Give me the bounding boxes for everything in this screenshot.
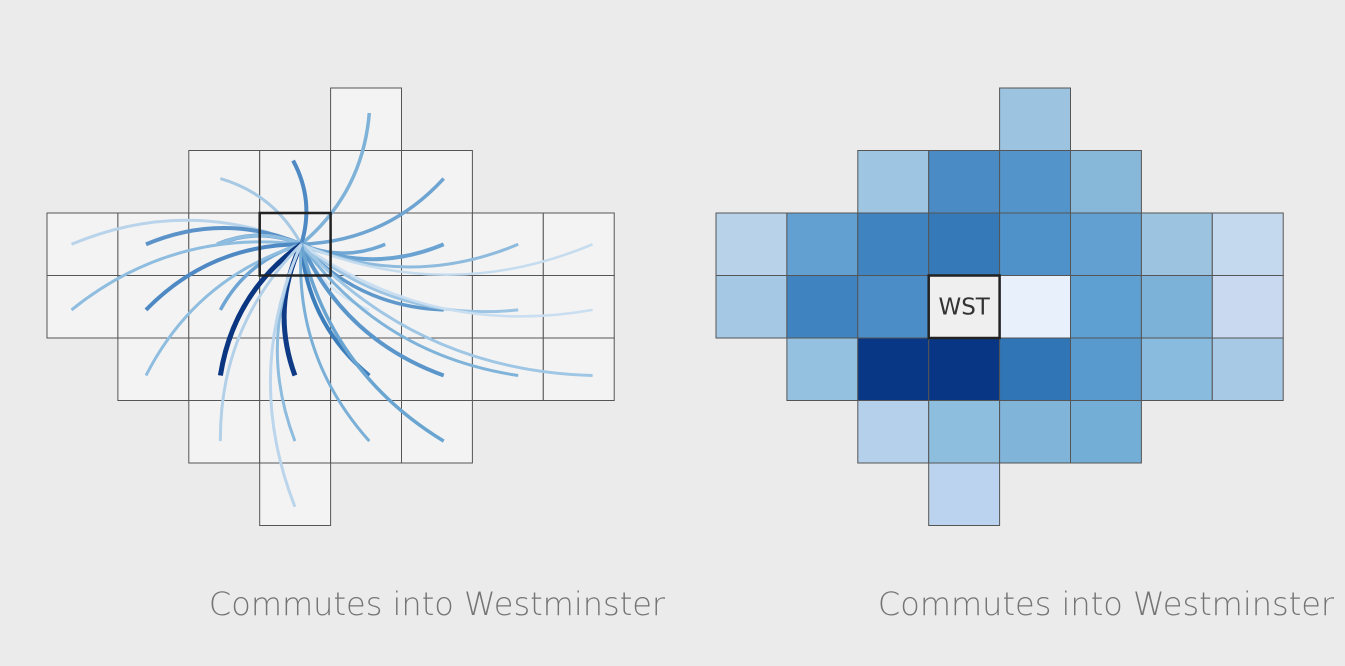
grid-cell <box>715 275 788 339</box>
grid-cell <box>188 275 261 339</box>
grid-cell <box>542 275 615 339</box>
right-caption: Commutes into Westminster <box>878 585 1335 623</box>
grid-cell <box>857 150 930 214</box>
flow-line <box>299 243 519 377</box>
flow-line <box>300 112 372 246</box>
grid-cell <box>715 212 788 276</box>
flow-line <box>300 243 519 314</box>
grid-cell <box>857 212 930 276</box>
flow-line <box>70 240 302 312</box>
grid-cell <box>928 400 1001 464</box>
grid-cell <box>928 337 1001 401</box>
grid-cell <box>188 150 261 214</box>
flow-line <box>299 244 371 443</box>
grid-cell <box>786 275 859 339</box>
grid-cell <box>999 275 1071 339</box>
grid-cell <box>1070 212 1142 276</box>
focus-cell-label: WST <box>938 294 990 320</box>
grid-cell <box>999 212 1071 276</box>
grid-cell <box>928 150 1001 214</box>
flow-line <box>300 243 593 318</box>
flow-line <box>144 242 302 312</box>
grid-cell <box>857 337 930 401</box>
grid-cell <box>401 400 473 464</box>
grid-cell <box>1070 337 1142 401</box>
focus-cell <box>927 274 1001 340</box>
flow-line <box>219 177 303 246</box>
grid-cell <box>1070 150 1142 214</box>
grid-cell <box>1070 275 1142 339</box>
flow-line <box>218 243 303 442</box>
grid-cell <box>471 275 544 339</box>
grid-cell <box>1211 212 1284 276</box>
grid-cell <box>259 275 332 339</box>
grid-cell <box>999 150 1071 214</box>
grid-cell <box>786 337 859 401</box>
flow-line <box>144 242 302 377</box>
flow-line <box>291 159 309 245</box>
grid-cell <box>786 212 859 276</box>
focus-cell-outline <box>258 211 332 277</box>
flow-line <box>299 243 445 378</box>
grid-cell <box>1140 212 1213 276</box>
grid-cell <box>1140 275 1213 339</box>
flow-line <box>217 242 303 376</box>
grid-cell <box>117 337 190 401</box>
left-grid-cells <box>46 87 615 526</box>
grid-cell <box>1211 337 1284 401</box>
grid-cell <box>1070 400 1142 464</box>
left-flow-map <box>46 87 615 526</box>
grid-cell <box>401 337 473 401</box>
grid-cell <box>401 150 473 214</box>
grid-cell <box>471 212 544 276</box>
grid-cell <box>999 337 1071 401</box>
grid-cell <box>857 275 930 339</box>
grid-cell <box>188 400 261 464</box>
grid-cell <box>1211 275 1284 339</box>
grid-cell <box>330 150 403 214</box>
grid-cell <box>542 212 615 276</box>
grid-cell <box>1140 337 1213 401</box>
grid-cell <box>542 337 615 401</box>
flow-line <box>268 243 303 508</box>
flow-line <box>301 177 445 247</box>
grid-cell <box>857 400 930 464</box>
flow-line <box>300 243 593 377</box>
grid-cell <box>999 400 1071 464</box>
grid-cell <box>999 87 1071 151</box>
grid-cell <box>928 212 1001 276</box>
grid-cell <box>259 462 332 526</box>
flow-line <box>300 243 594 277</box>
grid-cell <box>46 212 119 276</box>
grid-cell <box>117 275 190 339</box>
right-grid-cells <box>715 87 1284 526</box>
right-choropleth-map: WST <box>715 87 1284 526</box>
grid-cell <box>928 462 1001 526</box>
left-caption: Commutes into Westminster <box>209 585 666 623</box>
grid-cell <box>330 400 403 464</box>
